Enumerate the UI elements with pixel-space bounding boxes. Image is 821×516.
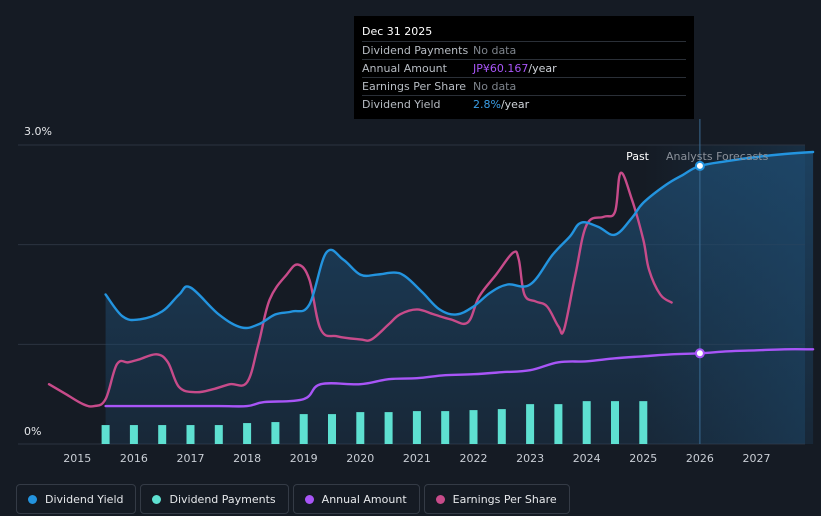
dividend-payment-bar [554, 404, 563, 444]
dividend-payment-bar [526, 404, 535, 444]
legend-label: Annual Amount [321, 492, 407, 506]
y-tick-label: 0% [24, 425, 41, 438]
dividend-yield-area [105, 152, 814, 444]
annual-amount-marker [694, 348, 705, 359]
x-tick-label: 2020 [346, 452, 374, 465]
dividend-payment-bar [469, 410, 478, 444]
x-tick-label: 2024 [573, 452, 601, 465]
tooltip-label: Dividend Yield [362, 98, 441, 111]
x-tick-label: 2025 [629, 452, 657, 465]
x-tick-label: 2015 [63, 452, 91, 465]
dividend-payment-bar [582, 401, 591, 444]
dividend-payment-bar [214, 425, 223, 444]
tooltip: Dec 31 2025 Dividend Payments No data An… [354, 16, 694, 119]
x-tick-label: 2023 [516, 452, 544, 465]
x-tick-label: 2019 [290, 452, 318, 465]
dividend-payment-bar [101, 425, 110, 444]
dividend-payment-bar [328, 414, 336, 444]
tooltip-value: 2.8%/year [473, 98, 530, 111]
annual-amount-dot-icon [304, 494, 314, 504]
dividend-payment-bar [639, 401, 648, 444]
x-tick-label: 2022 [460, 452, 488, 465]
dividend-payment-bar [497, 409, 506, 444]
legend-label: Dividend Payments [169, 492, 276, 506]
x-tick-label: 2017 [177, 452, 205, 465]
forecast-label: Analysts Forecasts [666, 150, 769, 163]
tooltip-row: Dividend Payments No data [362, 41, 686, 59]
dividend-payment-bar [384, 412, 393, 444]
dividend-payment-bar [441, 411, 450, 444]
tooltip-row: Earnings Per Share No data [362, 77, 686, 95]
tooltip-row: Dividend Yield 2.8%/year [362, 95, 686, 113]
dividend-payments-dot-icon [152, 494, 162, 504]
past-label: Past [626, 150, 650, 163]
legend: Dividend Yield Dividend Payments Annual … [16, 484, 570, 514]
dividend-payment-bar [158, 425, 167, 444]
dividend-payment-bar [129, 425, 138, 444]
x-tick-label: 2021 [403, 452, 431, 465]
y-tick-label: 3.0% [24, 125, 52, 138]
legend-label: Dividend Yield [45, 492, 124, 506]
dividend-payment-bar [243, 423, 252, 444]
earnings-per-share-dot-icon [435, 494, 445, 504]
x-tick-label: 2018 [233, 452, 261, 465]
dividend-payment-bar [186, 425, 195, 444]
tooltip-value: No data [473, 80, 517, 93]
legend-item-dividend-yield[interactable]: Dividend Yield [16, 484, 137, 514]
legend-item-dividend-payments[interactable]: Dividend Payments [140, 484, 289, 514]
earnings-per-share-line [47, 171, 673, 408]
x-tick-label: 2026 [686, 452, 714, 465]
tooltip-label: Earnings Per Share [362, 80, 467, 93]
legend-item-annual-amount[interactable]: Annual Amount [292, 484, 420, 514]
dividend-yield-marker [694, 160, 705, 171]
dividend-payment-bar [271, 422, 280, 444]
tooltip-label: Dividend Payments [362, 44, 469, 57]
dividend-payment-bar [611, 401, 619, 444]
dividend-yield-line [104, 150, 815, 330]
tooltip-row: Annual Amount JP¥60.167/year [362, 59, 686, 77]
tooltip-value: JP¥60.167/year [473, 62, 557, 75]
dividend-payment-bar [299, 414, 308, 444]
tooltip-value: No data [473, 44, 517, 57]
dividend-yield-dot-icon [28, 494, 37, 504]
dividend-payment-bar [412, 411, 421, 444]
dividend-payment-bar [356, 412, 365, 444]
x-tick-label: 2027 [743, 452, 771, 465]
tooltip-date: Dec 31 2025 [362, 25, 433, 38]
x-tick-label: 2016 [120, 452, 148, 465]
legend-item-earnings-per-share[interactable]: Earnings Per Share [423, 484, 570, 514]
legend-label: Earnings Per Share [452, 492, 557, 506]
tooltip-label: Annual Amount [362, 62, 447, 75]
